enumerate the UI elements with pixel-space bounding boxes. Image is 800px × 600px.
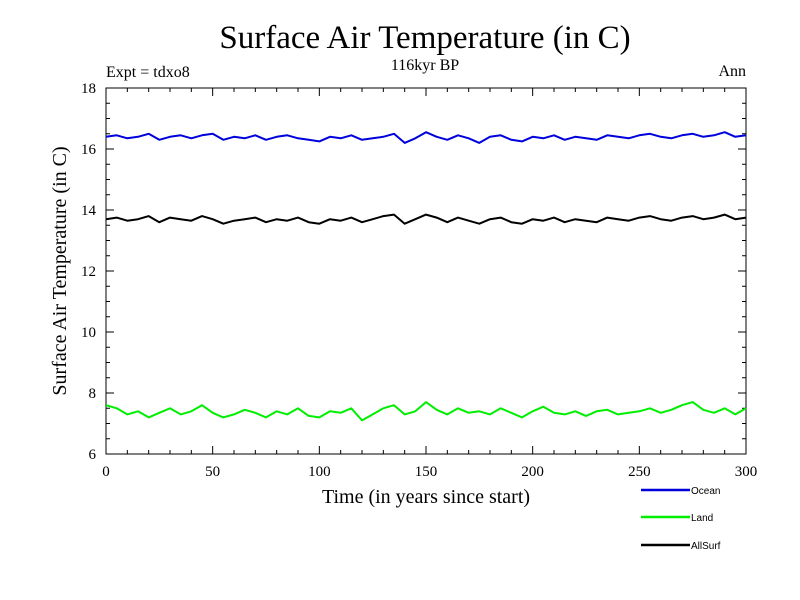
x-tick-label: 150 <box>415 464 438 480</box>
y-tick-label: 10 <box>81 325 96 341</box>
legend-label-allsurf: AllSurf <box>691 541 721 552</box>
x-axis-label: Time (in years since start) <box>322 486 530 508</box>
x-tick-label: 300 <box>735 464 758 480</box>
plot-frame <box>105 87 747 455</box>
x-tick-label: 250 <box>628 464 651 480</box>
y-tick-label: 8 <box>89 386 97 402</box>
x-tick-labels: 0 50 100 150 200 250 300 <box>102 464 757 480</box>
series-line-ocean <box>105 131 747 144</box>
y-axis-label: Surface Air Temperature (in C) <box>49 146 71 395</box>
x-tick-label: 50 <box>205 464 220 480</box>
legend-label-ocean: Ocean <box>691 486 720 497</box>
legend: Ocean Land AllSurf <box>641 486 721 552</box>
x-tick-label: 200 <box>521 464 544 480</box>
series-line-allsurf <box>105 213 747 225</box>
chart-title: Surface Air Temperature (in C) <box>219 20 630 56</box>
axis-ticks <box>105 87 747 455</box>
x-tick-label: 0 <box>102 464 110 480</box>
y-tick-label: 16 <box>81 142 97 158</box>
x-tick-label: 100 <box>308 464 331 480</box>
y-tick-label: 18 <box>81 81 96 97</box>
series-lines <box>105 131 747 422</box>
chart-subtitle: 116kyr BP <box>391 57 459 74</box>
season-label: Ann <box>718 63 746 80</box>
y-tick-labels: 6 8 10 12 14 16 18 <box>81 81 97 463</box>
y-tick-label: 6 <box>89 447 97 463</box>
experiment-label: Expt = tdxo8 <box>106 64 190 81</box>
series-line-land <box>105 401 747 422</box>
legend-label-land: Land <box>691 513 713 524</box>
y-tick-label: 14 <box>81 203 97 219</box>
y-tick-label: 12 <box>81 264 96 280</box>
